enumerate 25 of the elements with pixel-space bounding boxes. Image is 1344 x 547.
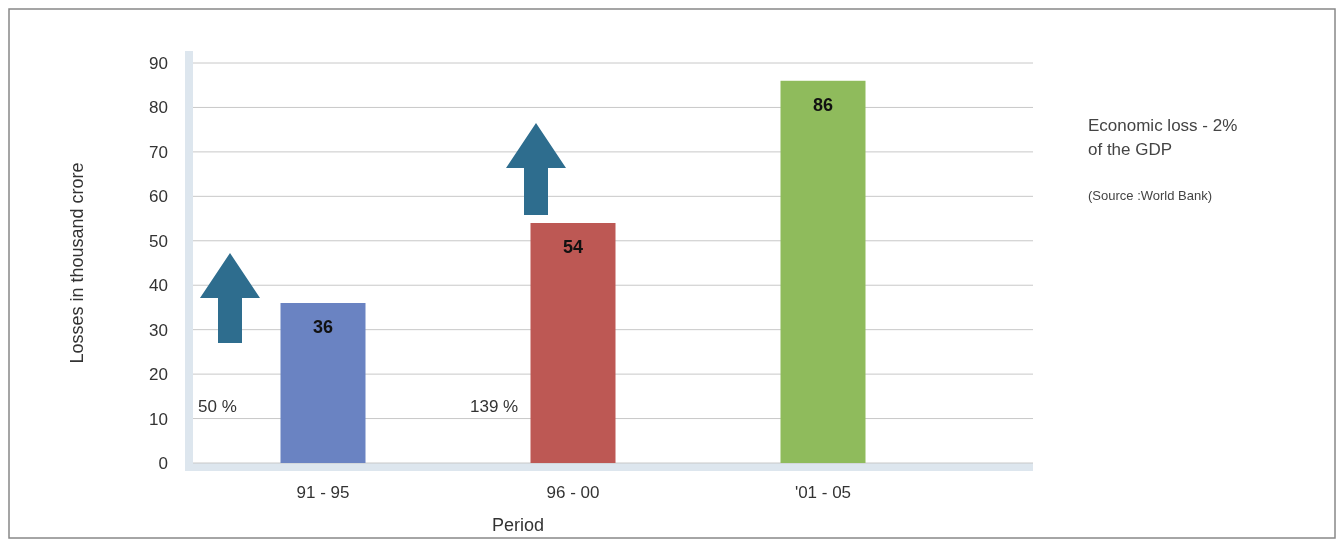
data-label: 54 [562,237,584,257]
data-label: 86 [812,94,834,115]
annotation: 50 % [198,397,237,416]
y-tick-label: 80 [149,98,168,118]
y-tick-label: 0 [158,453,168,473]
text: Economic loss - 2% of the GDP [1088,116,1238,159]
data-label: 36 [312,317,334,337]
y-tick-label: 20 [149,365,168,385]
x-tick-label: 91 - 95 [296,483,350,502]
bar [530,223,616,463]
text: (Source :World Bank) [1088,188,1213,203]
y-tick-label: 50 [149,231,168,251]
y-tick-label: 60 [149,187,168,207]
y-tick-label: 70 [149,142,168,162]
y-tick-label: 30 [149,320,168,340]
bar [280,303,366,463]
x-tick-label: '01 - 05 [794,483,852,502]
y-tick-label: 90 [149,53,168,73]
x-tick-label: 96 - 00 [546,483,600,502]
annotation: 139 % [470,397,519,416]
y-tick-label: 40 [149,276,168,296]
bar [780,80,866,463]
y-axis-title: Losses in thousand crore [67,162,87,364]
x-axis-title: Period [491,515,545,535]
y-tick-label: 10 [149,409,168,429]
